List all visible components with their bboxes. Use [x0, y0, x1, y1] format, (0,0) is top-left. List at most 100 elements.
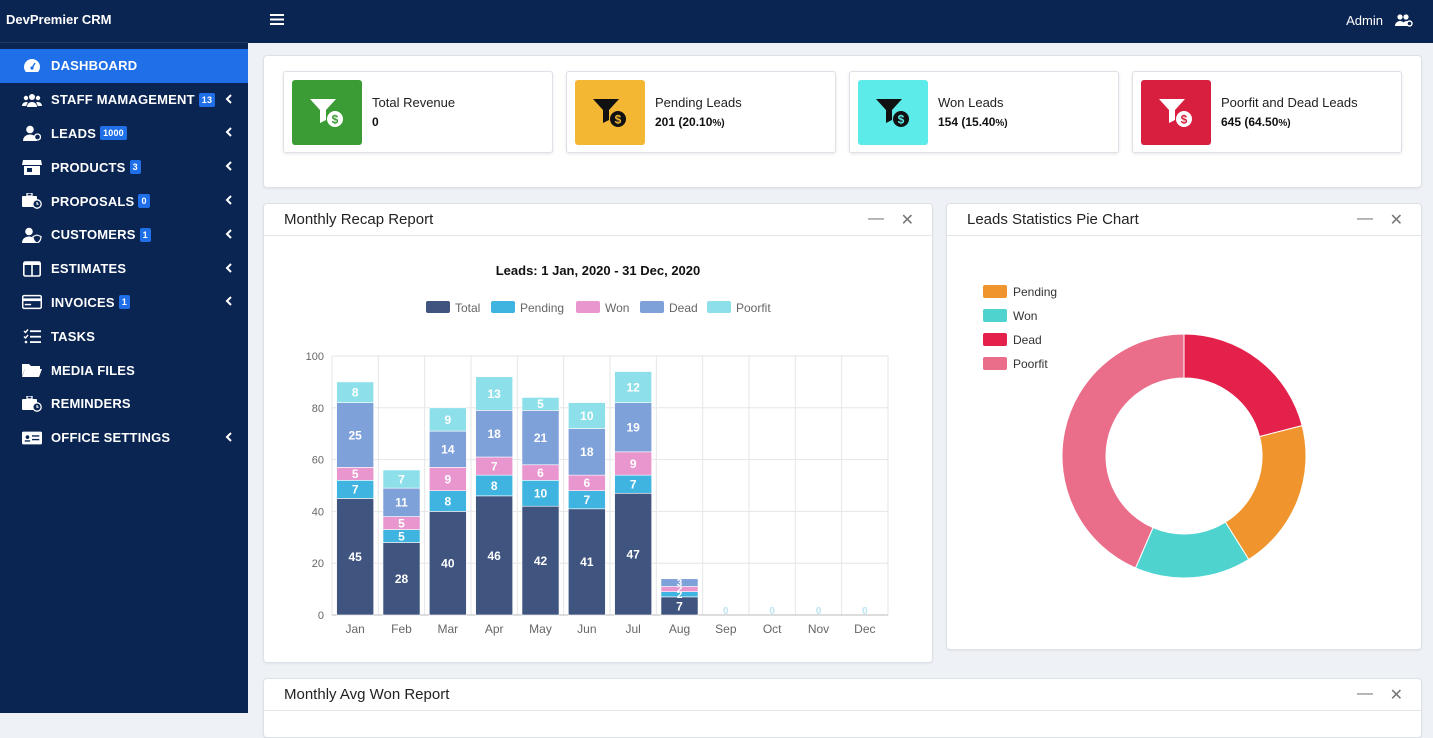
- legend-label[interactable]: Dead: [1013, 333, 1042, 347]
- legend-label[interactable]: Dead: [669, 301, 698, 315]
- bar-segment[interactable]: [614, 402, 652, 453]
- sidebar-item-customers[interactable]: CUSTOMERS 1: [0, 218, 248, 252]
- data-label: 8: [491, 479, 498, 493]
- legend-swatch[interactable]: [426, 301, 450, 313]
- chevron-left-icon[interactable]: [225, 93, 232, 107]
- folder-icon: [22, 362, 42, 378]
- stat-box-won-leads[interactable]: $ Won Leads 154 (15.40%): [849, 71, 1119, 153]
- chevron-left-icon[interactable]: [225, 431, 232, 445]
- users-icon: [22, 92, 42, 108]
- settings-card-icon: [22, 430, 42, 446]
- sidebar-item-tasks[interactable]: TASKS: [0, 319, 248, 353]
- data-label: 0: [769, 606, 775, 617]
- legend-label[interactable]: Pending: [520, 301, 564, 315]
- sidebar-menu: DASHBOARD STAFF MAMAGEMENT 13 LEADS 1000 PROD…: [0, 49, 248, 455]
- legend-swatch[interactable]: [707, 301, 731, 313]
- data-label: 0: [862, 606, 868, 617]
- legend-swatch[interactable]: [983, 309, 1007, 322]
- sidebar-item-invoices[interactable]: INVOICES 1: [0, 286, 248, 320]
- bar-segment[interactable]: [382, 469, 421, 489]
- x-tick-label: Apr: [485, 622, 504, 636]
- bar-segment[interactable]: [382, 487, 421, 517]
- chevron-left-icon[interactable]: [225, 194, 232, 208]
- chevron-left-icon[interactable]: [225, 262, 232, 276]
- bar-segment[interactable]: [521, 397, 560, 411]
- stat-value: 0: [372, 115, 379, 129]
- legend-label[interactable]: Won: [605, 301, 629, 315]
- legend-label[interactable]: Poorfit: [1013, 357, 1048, 371]
- minimize-icon[interactable]: —: [868, 210, 884, 227]
- pie-slice-dead[interactable]: [1183, 333, 1303, 438]
- legend-swatch[interactable]: [983, 285, 1007, 298]
- bar-segment[interactable]: [521, 480, 560, 507]
- bar-segment[interactable]: [614, 492, 652, 616]
- legend-swatch[interactable]: [640, 301, 664, 313]
- sidebar-item-label: TASKS: [51, 328, 96, 344]
- bar-segment[interactable]: [521, 410, 560, 466]
- chevron-left-icon[interactable]: [225, 160, 232, 174]
- count-badge: 0: [138, 194, 150, 209]
- admin-user-link[interactable]: Admin: [1346, 13, 1383, 28]
- pie-slice-poorfit[interactable]: [1061, 333, 1185, 569]
- brand-name[interactable]: DevPremier CRM: [0, 0, 248, 43]
- sidebar-item-office-settings[interactable]: OFFICE SETTINGS: [0, 421, 248, 455]
- legend-label[interactable]: Pending: [1013, 285, 1057, 299]
- bar-segment[interactable]: [336, 381, 374, 403]
- chevron-left-icon[interactable]: [225, 295, 232, 309]
- close-icon[interactable]: ✕: [900, 212, 914, 229]
- svg-text:$: $: [1181, 112, 1188, 126]
- legend-label[interactable]: Won: [1013, 309, 1037, 323]
- close-icon[interactable]: ✕: [1389, 687, 1403, 704]
- minimize-icon[interactable]: —: [1357, 685, 1373, 702]
- legend-label[interactable]: Poorfit: [736, 301, 771, 315]
- sidebar-item-label: OFFICE SETTINGS: [51, 430, 171, 446]
- bar-segment[interactable]: [336, 402, 374, 468]
- y-tick-label: 100: [306, 351, 324, 363]
- bar-segment[interactable]: [429, 430, 467, 468]
- legend-swatch[interactable]: [576, 301, 600, 313]
- stat-box-poorfit-and-dead-leads[interactable]: $ Poorfit and Dead Leads 645 (64.50%): [1132, 71, 1402, 153]
- chevron-left-icon[interactable]: [225, 228, 232, 242]
- sidebar-item-dashboard[interactable]: DASHBOARD: [0, 49, 248, 83]
- leads-pie-panel: Leads Statistics Pie Chart — ✕ Pending Wo…: [946, 203, 1422, 650]
- stat-box-total-revenue[interactable]: $ Total Revenue 0: [283, 71, 553, 153]
- hamburger-menu-icon[interactable]: [270, 13, 284, 31]
- y-tick-label: 0: [318, 610, 324, 622]
- stat-box-pending-leads[interactable]: $ Pending Leads 201 (20.10%): [566, 71, 836, 153]
- bar-segment[interactable]: [382, 542, 421, 616]
- bar-segment[interactable]: [614, 371, 652, 403]
- sidebar-item-leads[interactable]: LEADS 1000: [0, 117, 248, 151]
- legend-swatch[interactable]: [491, 301, 515, 313]
- legend-label[interactable]: Total: [455, 301, 480, 315]
- pie-slice-pending[interactable]: [1224, 425, 1307, 561]
- data-label: 47: [626, 547, 640, 561]
- sidebar-item-label: PROPOSALS: [51, 193, 135, 209]
- bar-segment[interactable]: [475, 495, 513, 616]
- bar-segment[interactable]: [336, 498, 374, 616]
- data-label: 7: [491, 459, 498, 473]
- bar-segment[interactable]: [660, 578, 699, 587]
- sidebar-item-reminders[interactable]: REMINDERS: [0, 387, 248, 421]
- close-icon[interactable]: ✕: [1389, 212, 1403, 229]
- chevron-left-icon[interactable]: [225, 126, 232, 140]
- users-cog-icon[interactable]: [1395, 13, 1413, 32]
- bar-segment[interactable]: [475, 376, 513, 411]
- legend-swatch[interactable]: [983, 357, 1007, 370]
- legend-swatch[interactable]: [983, 333, 1007, 346]
- sidebar-item-products[interactable]: PRODUCTS 3: [0, 150, 248, 184]
- sidebar-item-media-files[interactable]: MEDIA FILES: [0, 353, 248, 387]
- bar-segment[interactable]: [567, 428, 606, 476]
- minimize-icon[interactable]: —: [1357, 210, 1373, 227]
- stat-value: 201 (20.10%): [655, 115, 725, 129]
- bar-segment[interactable]: [567, 402, 606, 429]
- stat-label: Won Leads: [938, 95, 1004, 110]
- sidebar-item-proposals[interactable]: PROPOSALS 0: [0, 184, 248, 218]
- sidebar-item-staff-mamagement[interactable]: STAFF MAMAGEMENT 13: [0, 83, 248, 117]
- data-label: 18: [580, 445, 594, 459]
- sidebar-item-label: MEDIA FILES: [51, 362, 136, 378]
- bar-segment[interactable]: [429, 407, 467, 432]
- data-label: 45: [348, 550, 362, 564]
- bar-segment[interactable]: [429, 511, 467, 616]
- sidebar-item-estimates[interactable]: ESTIMATES: [0, 252, 248, 286]
- svg-text:$: $: [615, 112, 622, 126]
